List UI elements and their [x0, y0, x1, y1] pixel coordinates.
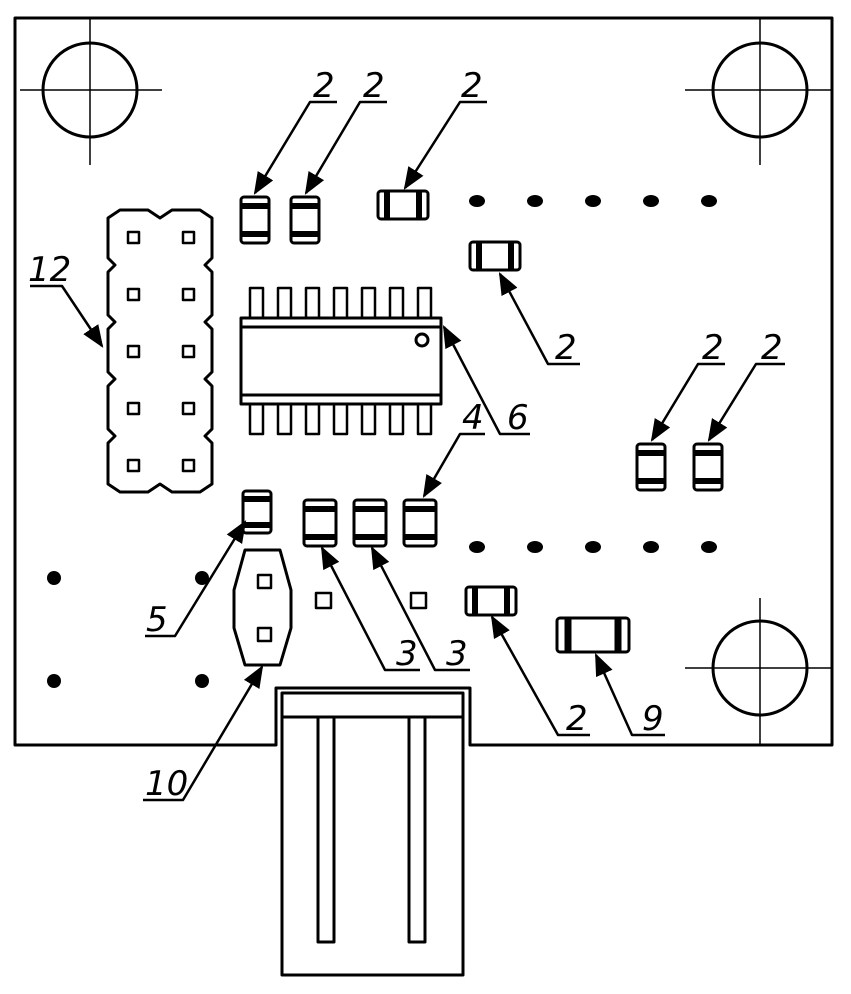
callout-12: 12 — [28, 250, 71, 290]
smd-resistor-right-1 — [468, 240, 522, 272]
smd-component-3b — [352, 498, 388, 548]
ic-soic-6 — [239, 286, 443, 436]
pad-grid-left — [47, 571, 209, 688]
mounting-hole-top-left — [20, 18, 162, 165]
callout-6: 6 — [507, 398, 529, 438]
callout-5: 5 — [146, 600, 168, 640]
pad-row-top — [469, 195, 717, 207]
smd-resistor-bottom-1 — [464, 585, 518, 617]
square-pad-1 — [314, 591, 333, 610]
smd-resistor-top-2 — [289, 195, 321, 245]
square-pad-2 — [409, 591, 428, 610]
pad-row-bottom — [469, 541, 717, 553]
connector-housing — [280, 691, 465, 977]
leader-lines — [30, 100, 785, 802]
callout-2-right-1: 2 — [702, 328, 724, 368]
smd-component-9 — [555, 616, 631, 654]
callout-2-right-2: 2 — [761, 328, 783, 368]
pin-header-12 — [106, 208, 214, 494]
callout-9: 9 — [642, 699, 664, 739]
callout-labels: 2 2 2 2 2 2 2 3 3 4 5 6 9 10 12 — [28, 66, 783, 804]
callout-4: 4 — [462, 398, 484, 438]
callout-10: 10 — [145, 764, 188, 804]
smd-resistor-top-1 — [239, 195, 271, 245]
jumper-10 — [232, 548, 293, 667]
callout-2-right-ic: 2 — [555, 328, 577, 368]
smd-component-5 — [241, 489, 273, 535]
callout-2-bottom: 2 — [566, 699, 588, 739]
mounting-hole-bottom-right — [685, 598, 832, 745]
mounting-hole-top-right — [685, 18, 832, 165]
board-outline — [13, 16, 834, 747]
smd-resistor-top-3 — [376, 189, 430, 221]
callout-2-top-3: 2 — [461, 66, 483, 106]
callout-3-b: 3 — [446, 634, 468, 674]
smd-resistor-right-2 — [635, 442, 667, 492]
smd-component-3a — [302, 498, 338, 548]
callout-2-top-1: 2 — [313, 66, 335, 106]
smd-component-4 — [402, 498, 438, 548]
callout-2-top-2: 2 — [363, 66, 385, 106]
smd-resistor-right-3 — [692, 442, 724, 492]
callout-3-a: 3 — [396, 634, 418, 674]
